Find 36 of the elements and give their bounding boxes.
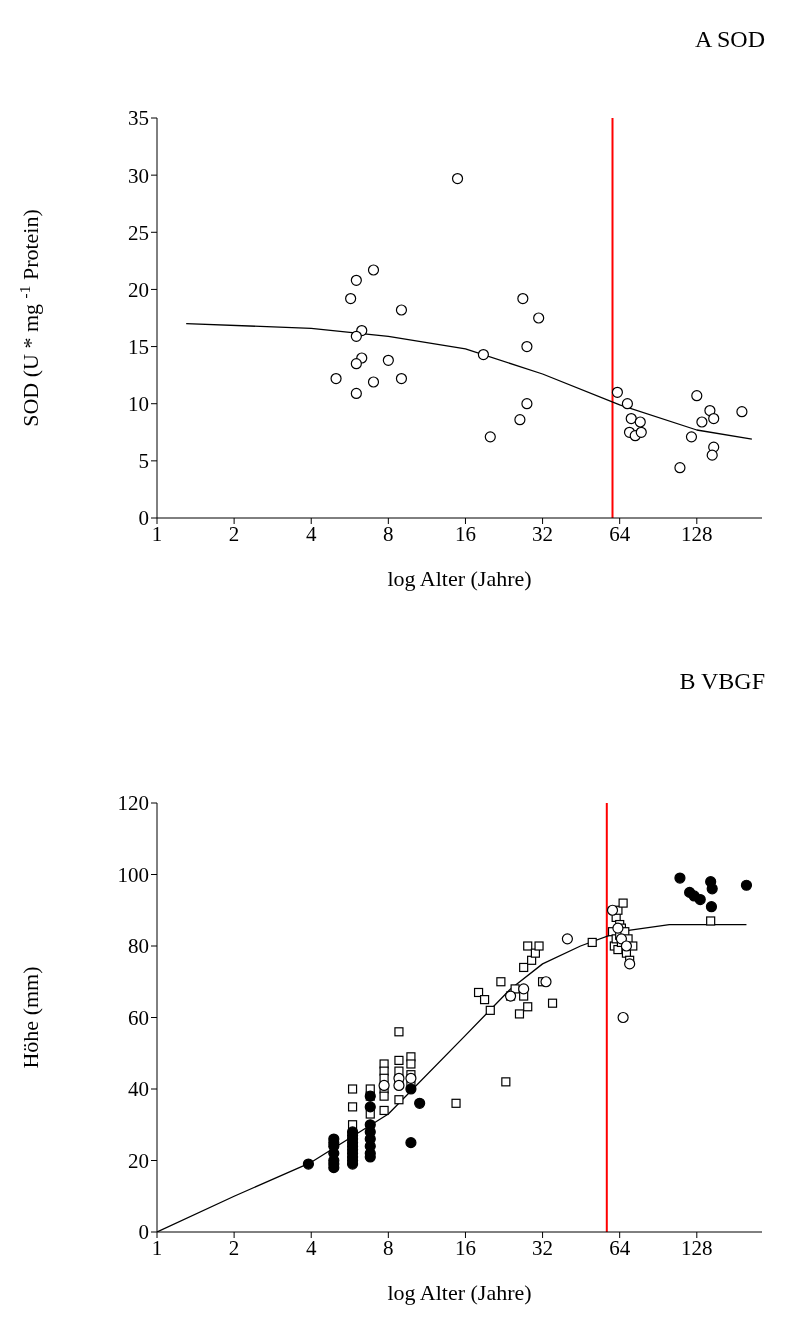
x-tick-label: 32 bbox=[532, 1235, 554, 1260]
y-tick-label: 60 bbox=[128, 1005, 149, 1030]
y-tick-label: 20 bbox=[128, 1148, 149, 1173]
y-tick-label: 20 bbox=[128, 277, 149, 302]
x-tick-label: 32 bbox=[532, 521, 554, 546]
y-tick-label: 40 bbox=[128, 1077, 149, 1102]
y-tick-label: 15 bbox=[128, 335, 149, 360]
x-tick-label: 4 bbox=[305, 521, 317, 546]
x-axis-title: log Alter (Jahre) bbox=[387, 1280, 532, 1305]
y-tick-label: 35 bbox=[128, 106, 149, 131]
y-tick-label: 120 bbox=[117, 791, 149, 816]
y-tick-label: 0 bbox=[138, 506, 149, 531]
chart-title: A SOD bbox=[694, 26, 765, 53]
x-tick-label: 8 bbox=[383, 521, 394, 546]
y-tick-label: 80 bbox=[128, 934, 149, 959]
x-tick-label: 1 bbox=[151, 1235, 163, 1260]
x-tick-label: 4 bbox=[305, 1235, 317, 1260]
x-tick-label: 16 bbox=[454, 521, 476, 546]
y-tick-label: 100 bbox=[117, 862, 149, 887]
y-axis-title: Höhe (mm) bbox=[18, 966, 43, 1069]
x-tick-label: 128 bbox=[681, 1235, 713, 1260]
x-tick-label: 8 bbox=[383, 1235, 394, 1260]
y-tick-label: 5 bbox=[138, 449, 149, 474]
x-tick-label: 64 bbox=[609, 1235, 631, 1260]
x-tick-label: 16 bbox=[454, 1235, 476, 1260]
x-tick-label: 128 bbox=[681, 521, 713, 546]
y-tick-label: 0 bbox=[138, 1220, 149, 1245]
chart-title: B VBGF bbox=[679, 668, 765, 695]
x-tick-label: 2 bbox=[228, 1235, 240, 1260]
y-tick-label: 30 bbox=[128, 163, 149, 188]
y-tick-label: 10 bbox=[128, 392, 149, 417]
x-tick-label: 2 bbox=[228, 521, 240, 546]
y-tick-label: 25 bbox=[128, 220, 149, 245]
x-tick-label: 64 bbox=[609, 521, 631, 546]
x-tick-label: 1 bbox=[151, 521, 163, 546]
x-axis-title: log Alter (Jahre) bbox=[387, 566, 532, 591]
